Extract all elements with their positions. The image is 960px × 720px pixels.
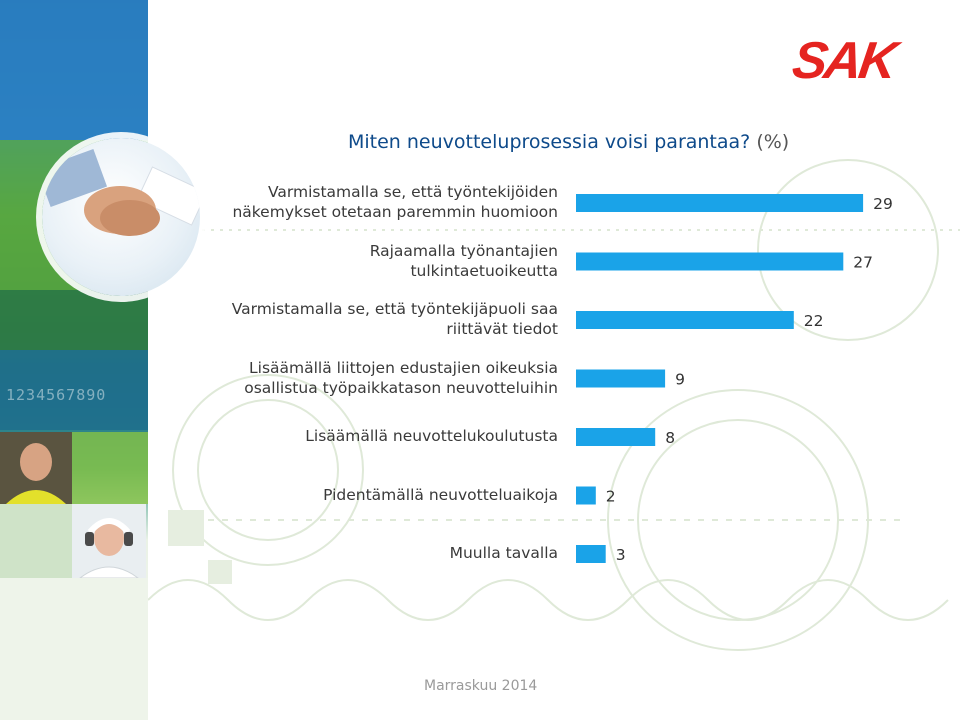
footer-date: Marraskuu 2014	[424, 678, 538, 694]
bar-value-label: 2	[606, 488, 616, 506]
category-label: Lisäämällä liittojen edustajien oikeuksi…	[244, 358, 558, 397]
bar-value-label: 8	[665, 429, 675, 447]
worker-photo-man	[0, 432, 72, 504]
chart-title: Miten neuvotteluprosessia voisi parantaa…	[348, 131, 789, 153]
bar-value-label: 3	[616, 546, 626, 564]
bar	[576, 311, 794, 329]
bar	[576, 369, 666, 388]
chart-title-unit: (%)	[756, 131, 790, 153]
pale-tile	[0, 504, 72, 578]
dark-green-tile	[0, 290, 148, 350]
handshake-image	[42, 138, 200, 296]
category-label: Rajaamalla työnantajien tulkintaetuoikeu…	[369, 241, 558, 280]
teal-tile	[0, 350, 148, 430]
background-gear-pattern	[148, 159, 960, 651]
lime-tile	[72, 432, 148, 504]
category-label: Varmistamalla se, että työntekijäpuoli s…	[231, 300, 558, 338]
chart-title-text: Miten neuvotteluprosessia voisi parantaa…	[348, 131, 751, 153]
decorative-digits: 1234567890	[6, 386, 107, 404]
category-label: Varmistamalla se, että työntekijöiden nä…	[232, 183, 558, 221]
blue-tile	[0, 0, 148, 140]
category-label: Lisäämällä neuvottelukoulutusta	[305, 427, 558, 445]
category-label: Pidentämällä neuvotteluaikoja	[323, 485, 558, 504]
bar	[576, 545, 606, 563]
bar-value-label: 29	[873, 195, 893, 213]
light-tile	[0, 578, 148, 720]
bar	[576, 252, 844, 271]
bar-value-label: 27	[853, 254, 873, 272]
worker-photo-woman	[72, 504, 146, 578]
left-decorative-strip: 1234567890	[0, 0, 148, 720]
bar	[576, 428, 656, 446]
bar-value-label: 22	[804, 312, 824, 330]
bar-value-label: 9	[675, 371, 685, 389]
bar	[576, 194, 864, 212]
bar	[576, 486, 596, 505]
category-label: Muulla tavalla	[449, 544, 558, 562]
